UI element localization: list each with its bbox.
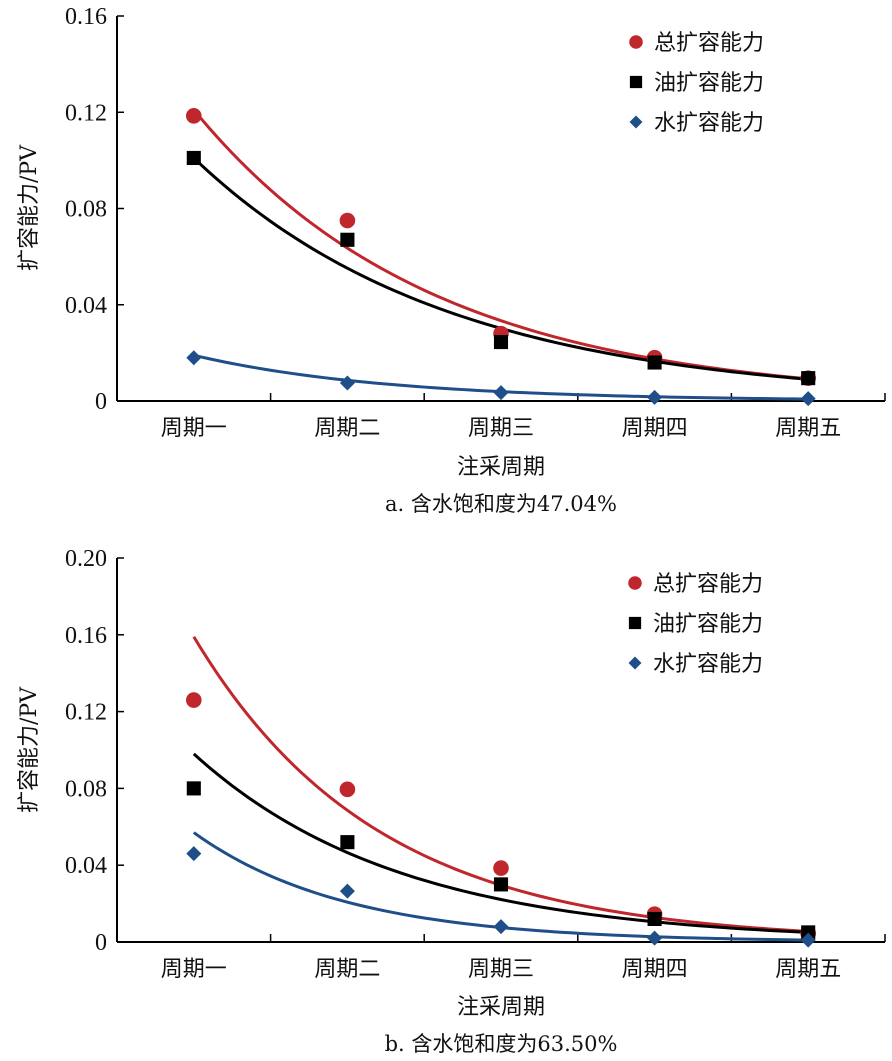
legend-label: 水扩容能力	[653, 652, 763, 677]
data-point-diamond	[800, 932, 816, 948]
y-tick-label: 0.08	[65, 197, 107, 223]
data-point-diamond	[186, 350, 202, 366]
y-tick-label: 0.04	[65, 293, 107, 319]
legend-label: 总扩容能力	[654, 31, 764, 56]
data-point-square	[801, 371, 816, 386]
x-tick-label: 周期四	[622, 416, 688, 441]
legend-marker-circle	[629, 35, 643, 49]
data-point-circle	[339, 212, 356, 229]
x-tick-label: 周期一	[161, 416, 227, 441]
data-point-diamond	[647, 930, 663, 946]
data-point-circle	[186, 692, 202, 708]
x-tick-label: 周期二	[314, 416, 380, 441]
data-point-diamond	[800, 391, 816, 407]
legend-marker-diamond	[629, 115, 643, 129]
x-tick-label: 周期五	[775, 416, 841, 441]
data-point-circle	[186, 108, 202, 124]
data-point-diamond	[493, 385, 509, 401]
data-point-diamond	[339, 375, 355, 391]
y-tick-label: 0	[95, 389, 107, 415]
x-axis-title: 注采周期	[457, 455, 545, 480]
y-tick-label: 0.16	[65, 623, 107, 649]
legend-label: 油扩容能力	[654, 71, 764, 96]
legend-marker-square	[629, 75, 643, 89]
data-point-square	[647, 911, 662, 927]
y-tick-label: 0.12	[65, 100, 107, 126]
x-tick-label: 周期二	[314, 957, 380, 982]
data-point-square	[340, 232, 355, 247]
data-point-circle	[493, 860, 509, 876]
legend-marker-diamond	[628, 656, 642, 670]
legend-label: 水扩容能力	[654, 111, 764, 136]
data-point-diamond	[647, 389, 663, 405]
data-point-square	[801, 925, 816, 940]
data-point-square	[186, 150, 201, 166]
data-point-diamond	[339, 883, 355, 899]
data-point-diamond	[493, 919, 509, 935]
data-point-circle	[339, 781, 356, 798]
legend-label: 总扩容能力	[653, 572, 763, 597]
plot-area: 0 0.04 0.08 0.12 0.16 0.20 周期一 周期二 周期三 周期四 周期五	[65, 546, 886, 982]
plot-area: 0 0.04 0.08 0.12 0.16 周期一 周期二 周期三 周期四 周期五	[65, 4, 886, 441]
y-axis-title: 扩容能力/PV	[17, 144, 42, 271]
x-tick-label: 周期一	[161, 957, 227, 982]
x-axis-title: 注采周期	[457, 995, 545, 1020]
y-tick-label: 0	[95, 930, 107, 956]
x-tick-label: 周期四	[622, 957, 688, 982]
legend-marker-square	[628, 616, 642, 630]
chart-caption: a. 含水饱和度为47.04%	[385, 492, 617, 516]
data-point-square	[493, 334, 509, 350]
trend-line-square	[192, 752, 809, 934]
y-tick-label: 0.16	[65, 4, 107, 30]
data-point-square	[647, 355, 662, 370]
chart-caption: b. 含水饱和度为63.50%	[385, 1032, 618, 1056]
y-axis-title: 扩容能力/PV	[17, 686, 42, 813]
y-tick-label: 0.08	[65, 776, 107, 802]
x-tick-label: 周期五	[775, 957, 841, 982]
y-tick-label: 0.04	[65, 853, 107, 879]
trend-line-circle	[192, 108, 809, 381]
chart-a: 0 0.04 0.08 0.12 0.16 周期一 周期二 周期三 周期四 周期五 总扩容能力油扩…	[17, 4, 886, 516]
data-point-diamond	[186, 846, 202, 862]
data-point-square	[340, 835, 355, 850]
legend-label: 油扩容能力	[653, 612, 763, 637]
x-tick-label: 周期三	[468, 416, 534, 441]
legend-marker-circle	[628, 576, 642, 590]
y-tick-label: 0.20	[65, 546, 107, 572]
data-point-square	[186, 781, 201, 796]
data-point-square	[493, 877, 509, 892]
x-tick-label: 周期三	[468, 957, 534, 982]
chart-b: 0 0.04 0.08 0.12 0.16 0.20 周期一 周期二 周期三 周期四 周期五 总扩容…	[17, 546, 886, 1056]
y-tick-label: 0.12	[65, 700, 107, 726]
